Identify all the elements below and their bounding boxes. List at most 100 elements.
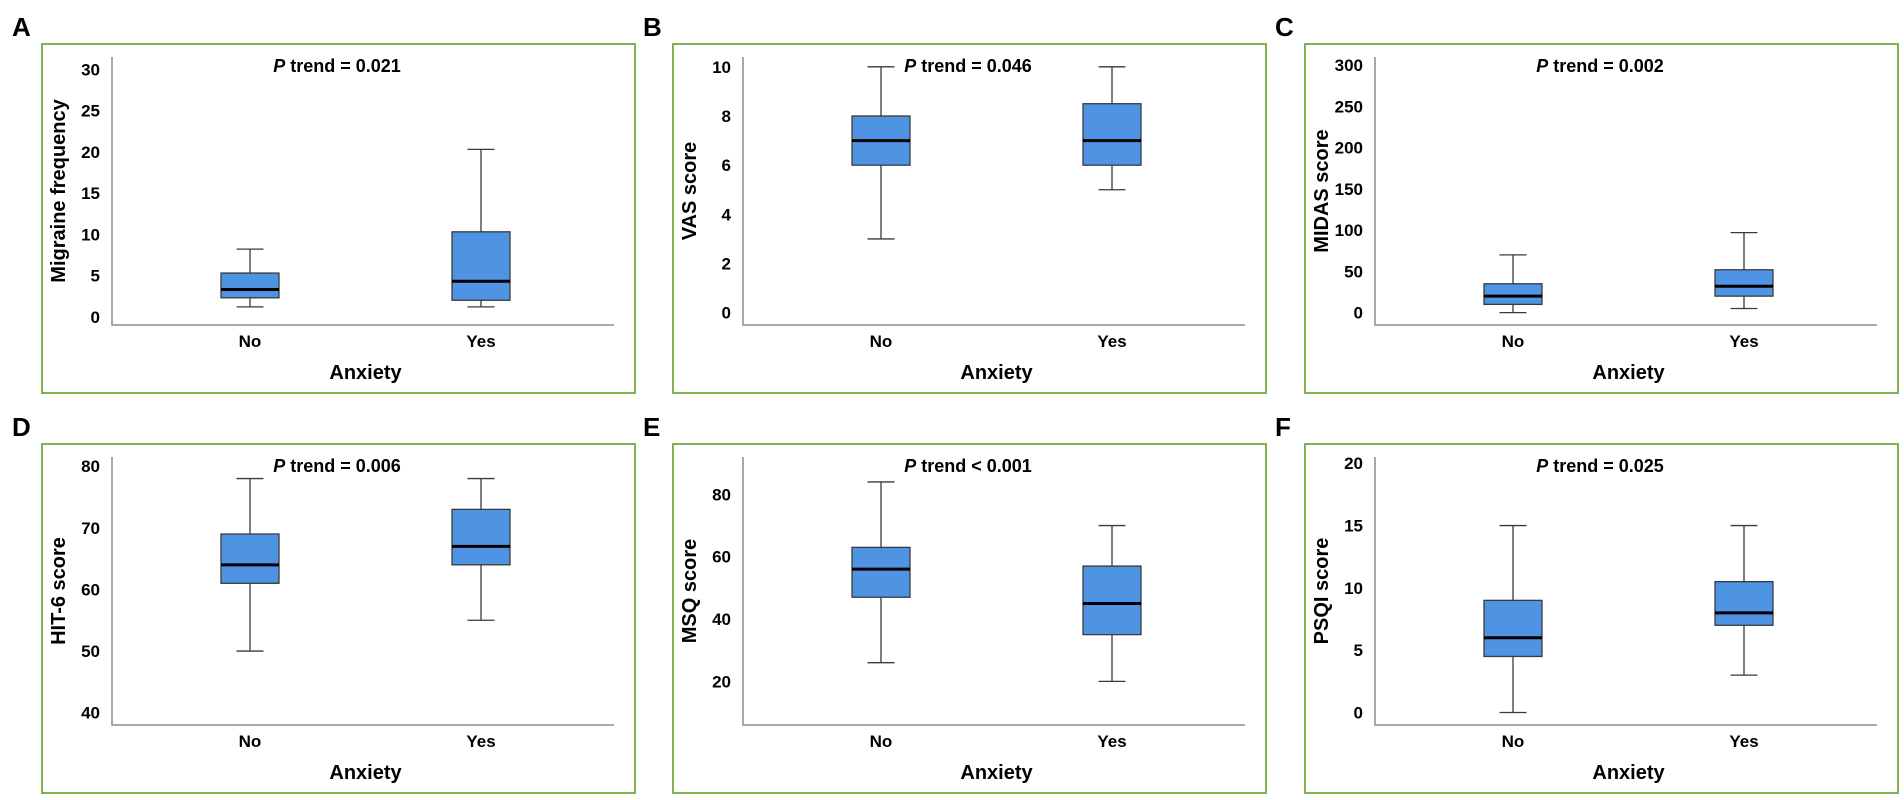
panel-frame bbox=[1304, 443, 1899, 794]
y-axis-label: HIT-6 score bbox=[48, 537, 70, 645]
box-yes bbox=[1714, 524, 1774, 676]
y-tick-label: 0 bbox=[91, 308, 100, 327]
x-axis-label: Anxiety bbox=[1592, 762, 1665, 784]
panel-letter: F bbox=[1275, 412, 1291, 442]
panel-frame bbox=[1304, 43, 1899, 394]
x-tick-label: Yes bbox=[466, 332, 495, 351]
y-tick-label: 100 bbox=[1335, 221, 1363, 240]
y-tick-label: 0 bbox=[722, 304, 731, 323]
axis-lines bbox=[111, 57, 614, 326]
x-tick-label: Yes bbox=[1097, 332, 1126, 351]
y-tick-label: 150 bbox=[1335, 180, 1363, 199]
y-tick-label: 40 bbox=[712, 610, 731, 629]
y-tick-label: 50 bbox=[1344, 262, 1363, 281]
y-tick-label: 25 bbox=[81, 102, 100, 121]
panel-frame bbox=[41, 43, 636, 394]
x-tick-label: Yes bbox=[1729, 732, 1758, 751]
x-tick-label: Yes bbox=[1097, 732, 1126, 751]
iqr-box bbox=[1483, 283, 1543, 306]
box-yes bbox=[451, 148, 511, 308]
box-yes bbox=[451, 477, 511, 621]
y-tick-label: 300 bbox=[1335, 56, 1363, 75]
y-tick-label: 10 bbox=[81, 225, 100, 244]
y-tick-label: 8 bbox=[722, 107, 731, 126]
x-axis-label: Anxiety bbox=[329, 362, 402, 384]
y-tick-label: 20 bbox=[1344, 454, 1363, 473]
box-yes bbox=[1082, 524, 1142, 683]
iqr-box bbox=[1483, 599, 1543, 658]
x-axis-label: Anxiety bbox=[960, 362, 1033, 384]
iqr-box bbox=[1082, 565, 1142, 636]
p-symbol: P bbox=[904, 456, 917, 476]
x-axis-label: Anxiety bbox=[960, 762, 1033, 784]
y-axis-label: MSQ score bbox=[679, 539, 701, 643]
iqr-box bbox=[451, 231, 511, 301]
y-tick-label: 80 bbox=[81, 457, 100, 476]
box-no bbox=[220, 477, 280, 652]
box-no bbox=[220, 248, 280, 308]
y-tick-label: 10 bbox=[712, 58, 731, 77]
y-tick-label: 4 bbox=[722, 205, 732, 224]
p-trend-annotation: P trend = 0.002 bbox=[1536, 56, 1664, 76]
p-symbol: P bbox=[1536, 456, 1549, 476]
x-axis-label: Anxiety bbox=[1592, 362, 1665, 384]
y-tick-label: 40 bbox=[81, 704, 100, 723]
y-tick-label: 60 bbox=[712, 548, 731, 567]
p-symbol: P bbox=[273, 456, 286, 476]
axis-lines bbox=[111, 457, 614, 726]
axis-lines bbox=[742, 57, 1245, 326]
y-axis-label: VAS score bbox=[679, 142, 701, 241]
panel-a: A 0 5 10 15 20 25 30 No Yes Anxiety Migraine freque… bbox=[12, 12, 636, 394]
panel-f: F 0 5 10 15 20 No Yes Anxiety PSQI score P trend =… bbox=[1275, 412, 1899, 794]
x-tick-label: No bbox=[870, 332, 893, 351]
y-tick-label: 70 bbox=[81, 519, 100, 538]
p-trend-annotation: P trend < 0.001 bbox=[904, 456, 1032, 476]
p-symbol: P bbox=[904, 56, 917, 76]
y-tick-label: 2 bbox=[722, 255, 731, 274]
x-axis-label: Anxiety bbox=[329, 762, 402, 784]
x-tick-label: No bbox=[239, 732, 262, 751]
iqr-box bbox=[220, 533, 280, 584]
panel-d: D 40 50 60 70 80 No Yes Anxiety HIT-6 score P tren… bbox=[12, 412, 636, 794]
p-trend-value: trend = 0.006 bbox=[285, 456, 401, 476]
iqr-box bbox=[1714, 581, 1774, 626]
x-tick-label: No bbox=[1502, 332, 1525, 351]
panel-letter: C bbox=[1275, 12, 1294, 42]
p-symbol: P bbox=[273, 56, 286, 76]
iqr-box bbox=[851, 546, 911, 598]
panel-frame bbox=[672, 443, 1267, 794]
y-tick-label: 30 bbox=[81, 60, 100, 79]
y-tick-label: 5 bbox=[1354, 641, 1363, 660]
x-tick-label: No bbox=[870, 732, 893, 751]
axis-lines bbox=[742, 457, 1245, 726]
axis-lines bbox=[1374, 57, 1877, 326]
p-trend-annotation: P trend = 0.006 bbox=[273, 456, 401, 476]
x-tick-label: No bbox=[239, 332, 262, 351]
panel-frame bbox=[41, 443, 636, 794]
iqr-box bbox=[1082, 103, 1142, 166]
y-tick-label: 60 bbox=[81, 580, 100, 599]
p-trend-annotation: P trend = 0.025 bbox=[1536, 456, 1664, 476]
box-no bbox=[851, 481, 911, 664]
y-axis-label: Migraine frequency bbox=[48, 98, 70, 282]
p-trend-annotation: P trend = 0.046 bbox=[904, 56, 1032, 76]
iqr-box bbox=[1714, 269, 1774, 297]
p-symbol: P bbox=[1536, 56, 1549, 76]
box-yes bbox=[1714, 231, 1774, 310]
y-tick-label: 0 bbox=[1354, 304, 1363, 323]
y-tick-label: 20 bbox=[81, 143, 100, 162]
panel-b: B 0 2 4 6 8 10 No Yes Anxiety VAS score P trend = 0… bbox=[643, 12, 1267, 394]
p-trend-value: trend = 0.002 bbox=[1548, 56, 1664, 76]
panel-letter: B bbox=[643, 12, 662, 42]
p-trend-value: trend = 0.021 bbox=[285, 56, 401, 76]
y-axis-label: MIDAS score bbox=[1311, 129, 1333, 252]
y-tick-label: 200 bbox=[1335, 139, 1363, 158]
iqr-box bbox=[220, 272, 280, 299]
panel-c: C 0 50 100 150 200 250 300 No Yes Anxiety MIDAS sco… bbox=[1275, 12, 1899, 394]
x-tick-label: Yes bbox=[466, 732, 495, 751]
box-no bbox=[851, 66, 911, 240]
p-trend-value: trend = 0.025 bbox=[1548, 456, 1664, 476]
y-tick-label: 20 bbox=[712, 672, 731, 691]
y-tick-label: 10 bbox=[1344, 579, 1363, 598]
